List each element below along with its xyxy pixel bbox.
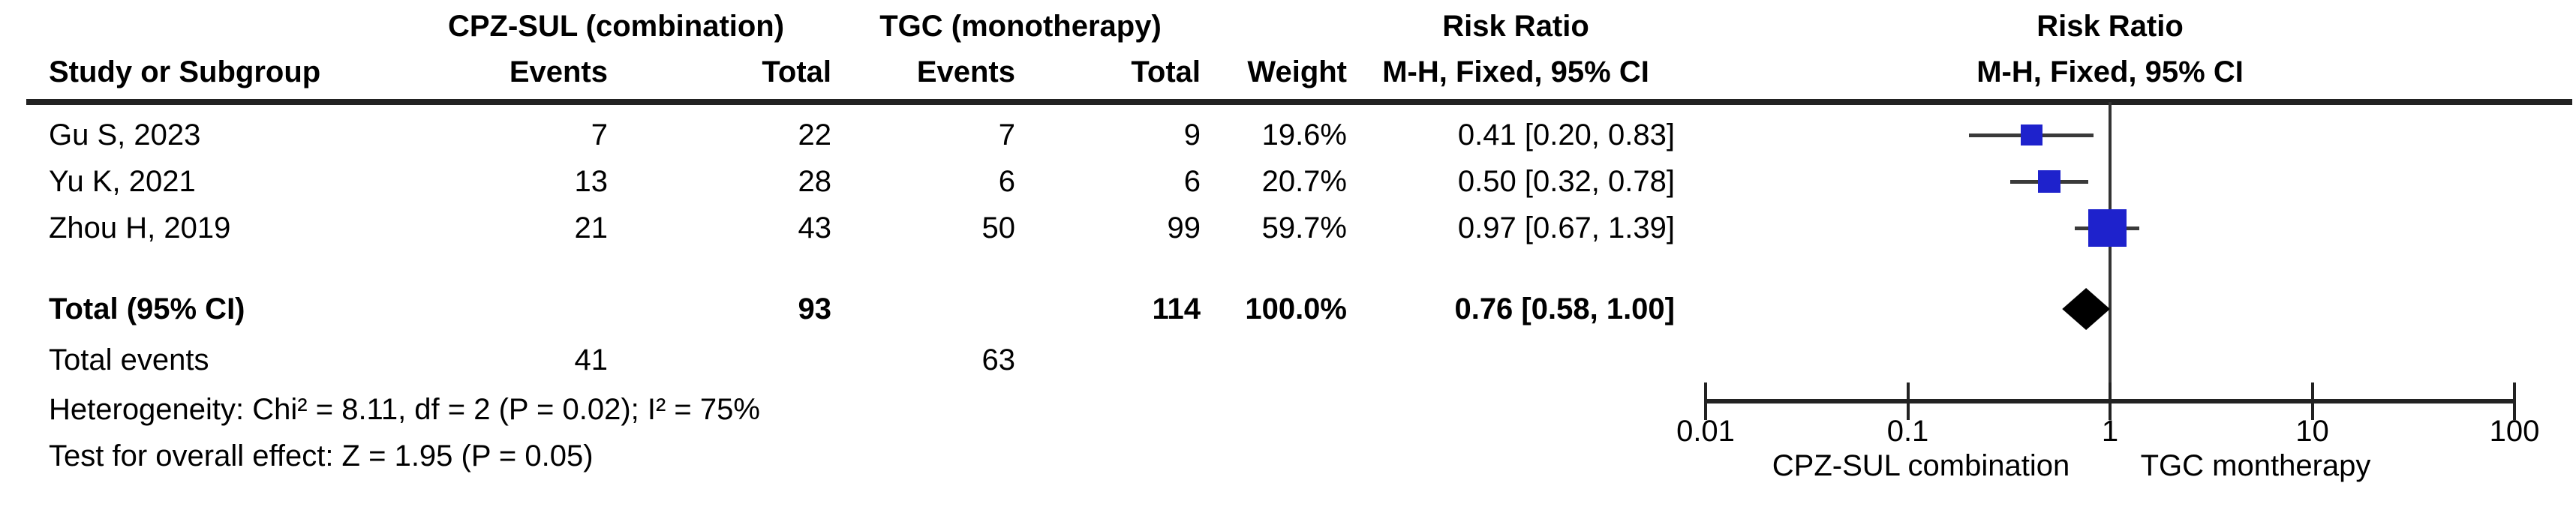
total-weight-cell: 100.0%: [1245, 292, 1347, 326]
events2-cell: 50: [981, 212, 1016, 244]
group1-header: CPZ-SUL (combination): [447, 10, 785, 43]
total2-cell: 99: [1167, 212, 1201, 244]
study-marker: [2038, 170, 2060, 193]
weight-cell: 59.7%: [1261, 212, 1347, 244]
axis-tick-label: 10: [2295, 415, 2329, 448]
left-axis-caption: CPZ-SUL combination: [1772, 449, 2070, 482]
events1-cell: 21: [574, 212, 609, 244]
axis-tick-label: 1: [2101, 415, 2119, 448]
axis-tick: [1906, 382, 1910, 420]
col-ci-header: M-H, Fixed, 95% CI: [1382, 56, 1649, 88]
right-axis-caption: TGC montherapy: [2140, 449, 2371, 482]
col-total1-header: Total: [762, 56, 831, 88]
col-weight-header: Weight: [1247, 56, 1347, 88]
total2-cell: 9: [1183, 118, 1201, 152]
weight-cell: 20.7%: [1261, 165, 1347, 198]
plot-risk-ratio-header: Risk Ratio: [2036, 10, 2184, 43]
study-marker: [2021, 124, 2043, 146]
events2-cell: 7: [998, 118, 1015, 152]
axis-tick: [1704, 382, 1707, 420]
risk-ratio-header: Risk Ratio: [1442, 10, 1589, 43]
axis-tick: [2109, 382, 2112, 420]
total1-cell: 22: [798, 118, 832, 152]
col-events2-header: Events: [916, 56, 1015, 88]
axis-tick-label: 100: [2489, 415, 2540, 448]
col-study-header: Study or Subgroup: [49, 56, 321, 88]
total-total2-cell: 114: [1152, 292, 1201, 326]
study-label: Yu K, 2021: [49, 165, 196, 198]
plot-ci-header: M-H, Fixed, 95% CI: [1976, 56, 2244, 88]
total1-cell: 28: [798, 165, 832, 198]
study-marker: [2088, 208, 2127, 248]
ci-cell: 0.50 [0.32, 0.78]: [1457, 165, 1675, 198]
study-label: Zhou H, 2019: [49, 212, 231, 244]
events1-cell: 7: [591, 118, 608, 152]
col-total2-header: Total: [1131, 56, 1201, 88]
heterogeneity-text: Heterogeneity: Chi² = 8.11, df = 2 (P = …: [49, 393, 760, 426]
events1-cell: 13: [574, 165, 609, 198]
total-total1-cell: 93: [798, 292, 832, 326]
total-ci-cell: 0.76 [0.58, 1.00]: [1454, 292, 1675, 326]
overall-effect-text: Test for overall effect: Z = 1.95 (P = 0…: [49, 440, 594, 472]
total-diamond: [2062, 288, 2110, 330]
total1-cell: 43: [798, 212, 832, 244]
header-rule: [26, 99, 2572, 105]
events2-cell: 6: [998, 165, 1015, 198]
ci-cell: 0.97 [0.67, 1.39]: [1457, 212, 1675, 244]
total2-cell: 6: [1183, 165, 1201, 198]
axis-tick-label: 0.01: [1676, 415, 1735, 448]
total-events2-cell: 63: [981, 344, 1016, 376]
study-label: Gu S, 2023: [49, 118, 201, 152]
weight-cell: 19.6%: [1261, 118, 1347, 152]
total-events-label: Total events: [49, 344, 209, 376]
null-effect-line: [2109, 102, 2112, 401]
axis-tick-label: 0.1: [1886, 415, 1929, 448]
total-label: Total (95% CI): [49, 292, 245, 326]
ci-cell: 0.41 [0.20, 0.83]: [1457, 118, 1675, 152]
axis-tick: [2513, 382, 2516, 420]
axis-tick: [2310, 382, 2314, 420]
total-events1-cell: 41: [574, 344, 609, 376]
col-events1-header: Events: [509, 56, 608, 88]
group2-header: TGC (monotherapy): [879, 10, 1162, 43]
